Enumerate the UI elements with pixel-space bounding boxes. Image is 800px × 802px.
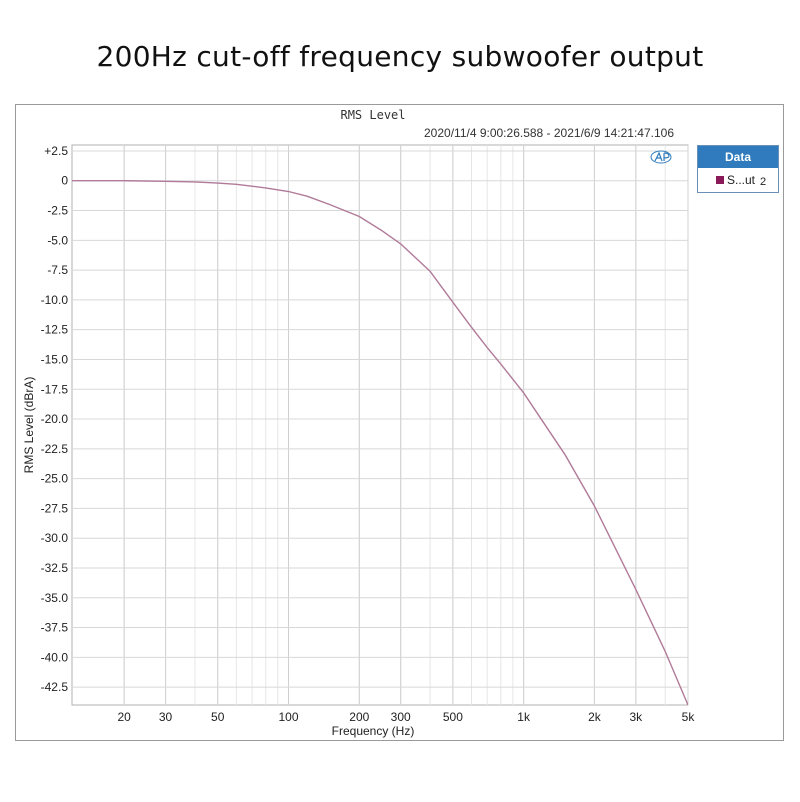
x-tick-label: 50 <box>211 710 225 724</box>
y-tick-label: -32.5 <box>41 561 69 575</box>
legend-entry[interactable]: S...ut 2 <box>698 168 778 188</box>
x-tick-label: 3k <box>629 710 643 724</box>
y-tick-label: -27.5 <box>41 501 69 515</box>
x-tick-label: 5k <box>682 710 696 724</box>
y-tick-label: -25.0 <box>41 472 69 486</box>
y-tick-label: +2.5 <box>44 144 68 158</box>
legend: Data S...ut 2 <box>697 145 779 193</box>
x-axis-label: Frequency (Hz) <box>332 724 415 738</box>
y-tick-label: -22.5 <box>41 442 69 456</box>
y-tick-label: -35.0 <box>41 591 69 605</box>
y-tick-label: -5.0 <box>47 233 68 247</box>
x-tick-label: 500 <box>443 710 463 724</box>
y-tick-label: -12.5 <box>41 323 69 337</box>
y-tick-label: -15.0 <box>41 352 69 366</box>
x-tick-label: 100 <box>278 710 298 724</box>
y-tick-label: -40.0 <box>41 650 69 664</box>
plot-area <box>71 144 689 706</box>
x-tick-label: 20 <box>117 710 131 724</box>
tick-labels: 20 30 50 100 200 300 500 1k 2k 3k 5k +2.5 0 -2.5 -5.0 -… <box>41 144 696 724</box>
chart-subtitle: 2020/11/4 9:00:26.588 - 2021/6/9 14:21:4… <box>424 126 674 140</box>
x-tick-label: 300 <box>391 710 411 724</box>
legend-entry-suffix: 2 <box>760 176 767 188</box>
legend-swatch <box>716 176 724 184</box>
major-grid <box>72 145 689 705</box>
y-axis-label: RMS Level (dBrA) <box>22 377 36 474</box>
x-tick-label: 200 <box>349 710 369 724</box>
y-tick-label: -10.0 <box>41 293 69 307</box>
legend-header: Data <box>698 146 778 168</box>
ap-logo-icon <box>650 150 672 164</box>
x-tick-label: 1k <box>517 710 531 724</box>
y-tick-label: -7.5 <box>47 263 68 277</box>
x-tick-label: 30 <box>159 710 173 724</box>
y-tick-label: -17.5 <box>41 382 69 396</box>
y-tick-label: -2.5 <box>47 204 68 218</box>
y-tick-label: 0 <box>61 174 68 188</box>
y-tick-label: -42.5 <box>41 680 69 694</box>
y-tick-label: -30.0 <box>41 531 69 545</box>
series-layer <box>72 179 688 705</box>
series-line <box>72 179 688 705</box>
x-tick-label: 2k <box>588 710 602 724</box>
chart-title: RMS Level <box>340 108 405 122</box>
page-title: 200Hz cut-off frequency subwoofer output <box>96 40 704 73</box>
y-tick-label: -37.5 <box>41 621 69 635</box>
y-tick-label: -20.0 <box>41 412 69 426</box>
legend-entry-label: S...ut <box>727 173 756 187</box>
